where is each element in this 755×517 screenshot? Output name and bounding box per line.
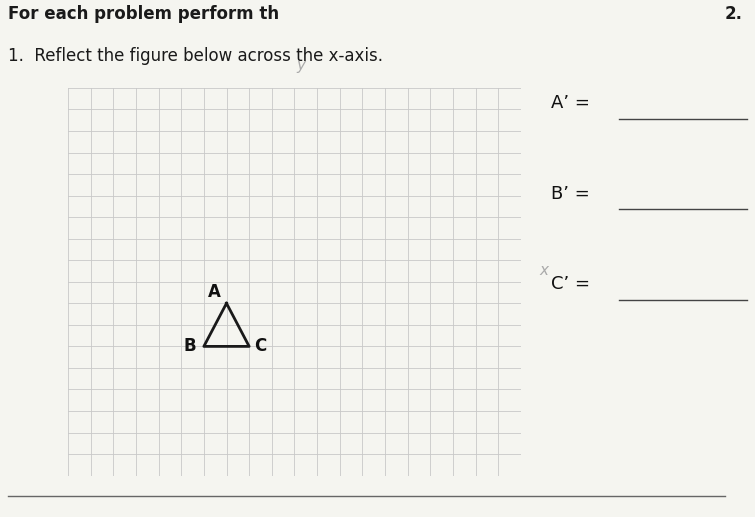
Text: A: A xyxy=(208,283,221,301)
Text: C’ =: C’ = xyxy=(551,276,596,293)
Text: y: y xyxy=(297,58,306,73)
Text: C: C xyxy=(254,337,266,355)
Text: 2.: 2. xyxy=(725,5,743,23)
Text: For each problem perform th: For each problem perform th xyxy=(8,5,279,23)
Text: B: B xyxy=(183,337,196,355)
Text: x: x xyxy=(539,264,548,279)
Text: A’ =: A’ = xyxy=(551,95,596,112)
Text: B’ =: B’ = xyxy=(551,185,596,203)
Text: 1.  Reflect the figure below across the x-axis.: 1. Reflect the figure below across the x… xyxy=(8,47,383,65)
